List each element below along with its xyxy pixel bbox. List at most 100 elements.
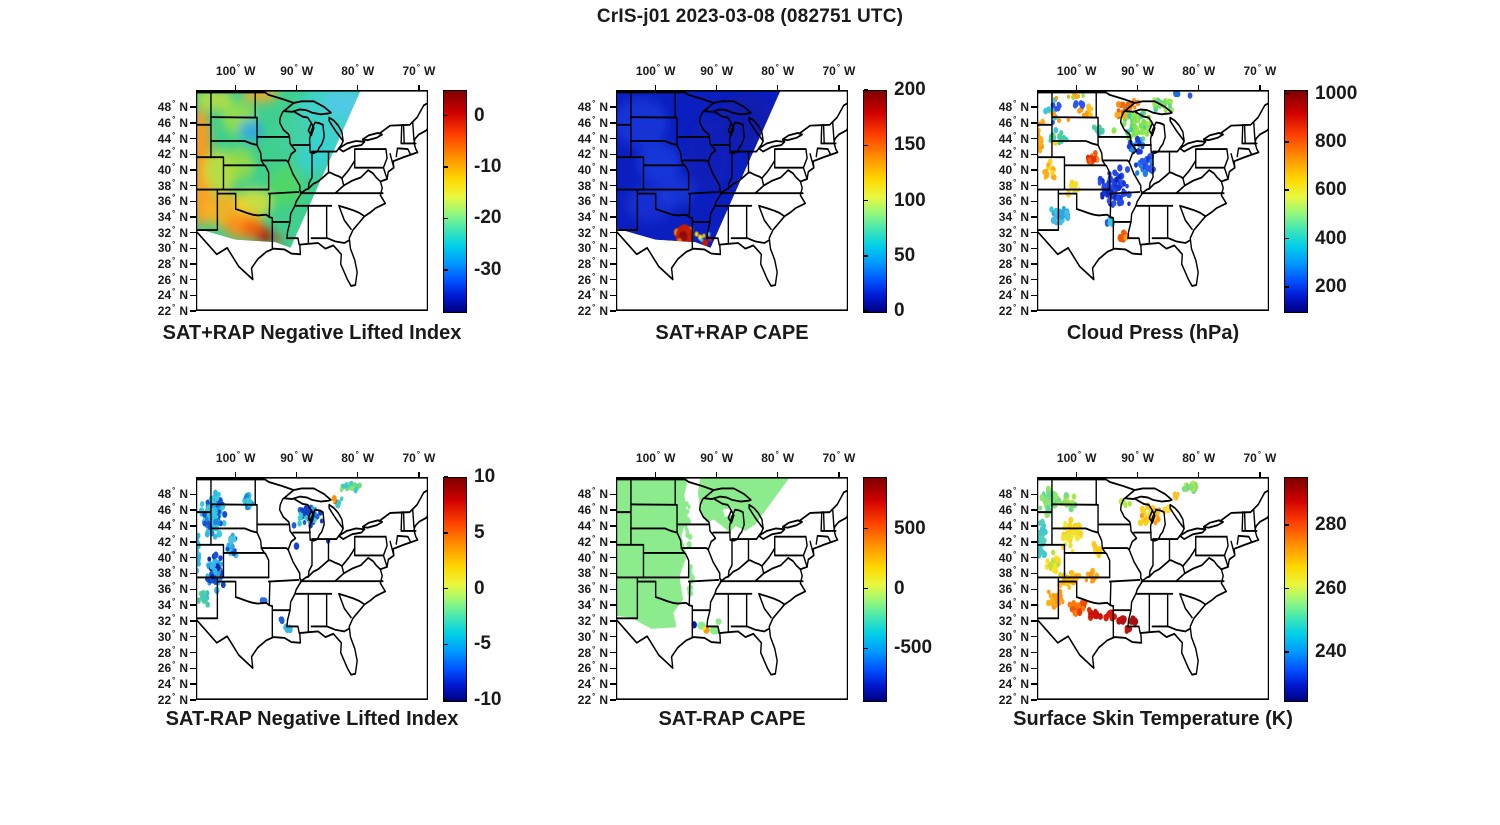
axis-tick xyxy=(1031,231,1037,234)
axis-tick xyxy=(654,85,657,90)
colorbar-tick xyxy=(444,476,448,478)
axis-tick xyxy=(715,85,718,90)
axis-tick xyxy=(190,153,196,155)
axis-tick xyxy=(1031,106,1037,108)
lat-tick-label: 40° N xyxy=(998,161,1029,177)
lat-tick-label: 44° N xyxy=(577,130,608,146)
colorbar-tick xyxy=(864,199,868,202)
lon-tick-label: 80° W xyxy=(341,450,375,465)
lat-tick-label: 38° N xyxy=(577,565,608,581)
lat-tick-label: 46° N xyxy=(998,502,1029,518)
lat-tick-label: 28° N xyxy=(998,255,1029,271)
axis-tick xyxy=(610,294,616,297)
panel-title-sat_minus_rap_negative_lifted_index: SAT-RAP Negative Lifted Index xyxy=(165,708,459,730)
axis-tick xyxy=(610,169,616,171)
axis-tick xyxy=(190,263,196,265)
lon-tick-label: 80° W xyxy=(1182,450,1216,465)
colorbar-tick xyxy=(864,89,868,91)
axis-tick xyxy=(418,472,420,477)
lat-tick-label: 34° N xyxy=(157,208,188,224)
lat-tick-label: 34° N xyxy=(577,597,608,613)
lat-tick-label: 28° N xyxy=(998,644,1029,660)
axis-tick xyxy=(1136,85,1139,90)
axis-tick xyxy=(418,85,420,90)
axis-tick xyxy=(610,699,616,701)
lat-tick-label: 42° N xyxy=(577,533,608,549)
lat-tick-label: 30° N xyxy=(157,240,188,256)
colorbar-tick xyxy=(444,217,448,220)
lon-tick-label: 100° W xyxy=(635,63,676,78)
axis-tick xyxy=(1031,122,1037,124)
axis-tick xyxy=(1197,472,1200,477)
axis-tick xyxy=(190,231,196,234)
lat-tick-label: 24° N xyxy=(157,287,188,303)
axis-tick xyxy=(1031,651,1037,654)
lat-tick-label: 48° N xyxy=(998,99,1029,115)
axis-tick xyxy=(838,472,840,477)
axis-tick xyxy=(610,509,616,511)
axis-tick xyxy=(190,278,196,281)
lat-tick-label: 44° N xyxy=(157,518,188,534)
map-plot-sat_plus_rap_negative_lifted_index xyxy=(196,90,428,311)
map-frame xyxy=(1037,90,1269,311)
lon-tick-label: 100° W xyxy=(215,450,256,465)
axis-tick xyxy=(610,310,616,312)
axis-tick xyxy=(190,200,196,203)
lat-tick-label: 26° N xyxy=(157,660,188,676)
lat-tick-label: 44° N xyxy=(577,518,608,534)
axis-tick xyxy=(715,472,718,477)
lat-tick-label: 40° N xyxy=(577,161,608,177)
lat-tick-label: 46° N xyxy=(157,502,188,518)
lat-tick-label: 22° N xyxy=(157,692,188,707)
lat-tick-label: 28° N xyxy=(157,644,188,660)
axis-tick xyxy=(190,525,196,527)
lat-tick-label: 32° N xyxy=(157,224,188,240)
axis-tick xyxy=(190,122,196,124)
axis-tick xyxy=(190,651,196,654)
colorbar-tick-label: 600 xyxy=(1315,179,1347,201)
map-frame xyxy=(616,90,848,311)
lat-tick-label: 24° N xyxy=(998,287,1029,303)
axis-tick xyxy=(1259,472,1261,477)
colorbar-surface_skin_temperature xyxy=(1284,477,1308,702)
axis-tick xyxy=(1031,294,1037,297)
lat-tick-label: 30° N xyxy=(998,628,1029,644)
axis-tick xyxy=(1031,588,1037,591)
axis-tick xyxy=(1031,184,1037,187)
colorbar-tick xyxy=(864,527,868,530)
colorbar-tick-label: 0 xyxy=(474,577,485,599)
axis-tick xyxy=(610,683,616,685)
axis-tick xyxy=(610,541,616,543)
axis-tick xyxy=(1075,472,1078,477)
lat-tick-label: 46° N xyxy=(577,114,608,130)
colorbar-tick xyxy=(1285,587,1289,590)
axis-tick xyxy=(610,122,616,124)
axis-tick xyxy=(610,572,616,575)
lat-tick-label: 22° N xyxy=(998,303,1029,318)
colorbar-tick xyxy=(1285,92,1289,95)
lon-tick-label: 90° W xyxy=(280,450,314,465)
lat-tick-label: 44° N xyxy=(998,130,1029,146)
lat-tick-label: 46° N xyxy=(157,114,188,130)
axis-tick xyxy=(190,699,196,701)
axis-tick xyxy=(610,200,616,203)
lat-tick-label: 22° N xyxy=(998,692,1029,707)
colorbar-tick-label: 280 xyxy=(1315,513,1347,535)
axis-tick xyxy=(610,556,616,559)
lat-tick-label: 26° N xyxy=(577,271,608,287)
colorbar-tick-label: 1000 xyxy=(1315,82,1358,104)
lat-tick-label: 36° N xyxy=(157,581,188,597)
colorbar-tick-label: 100 xyxy=(894,189,926,211)
axis-tick xyxy=(610,263,616,265)
lat-tick-label: 42° N xyxy=(157,533,188,549)
axis-tick xyxy=(1031,635,1037,638)
axis-tick xyxy=(190,169,196,171)
axis-tick xyxy=(1031,247,1037,250)
axis-tick xyxy=(1031,153,1037,155)
axis-tick xyxy=(234,472,237,477)
lon-tick-label: 100° W xyxy=(635,450,676,465)
axis-tick xyxy=(1031,216,1037,218)
axis-tick xyxy=(1075,85,1078,90)
lat-tick-label: 22° N xyxy=(577,303,608,318)
